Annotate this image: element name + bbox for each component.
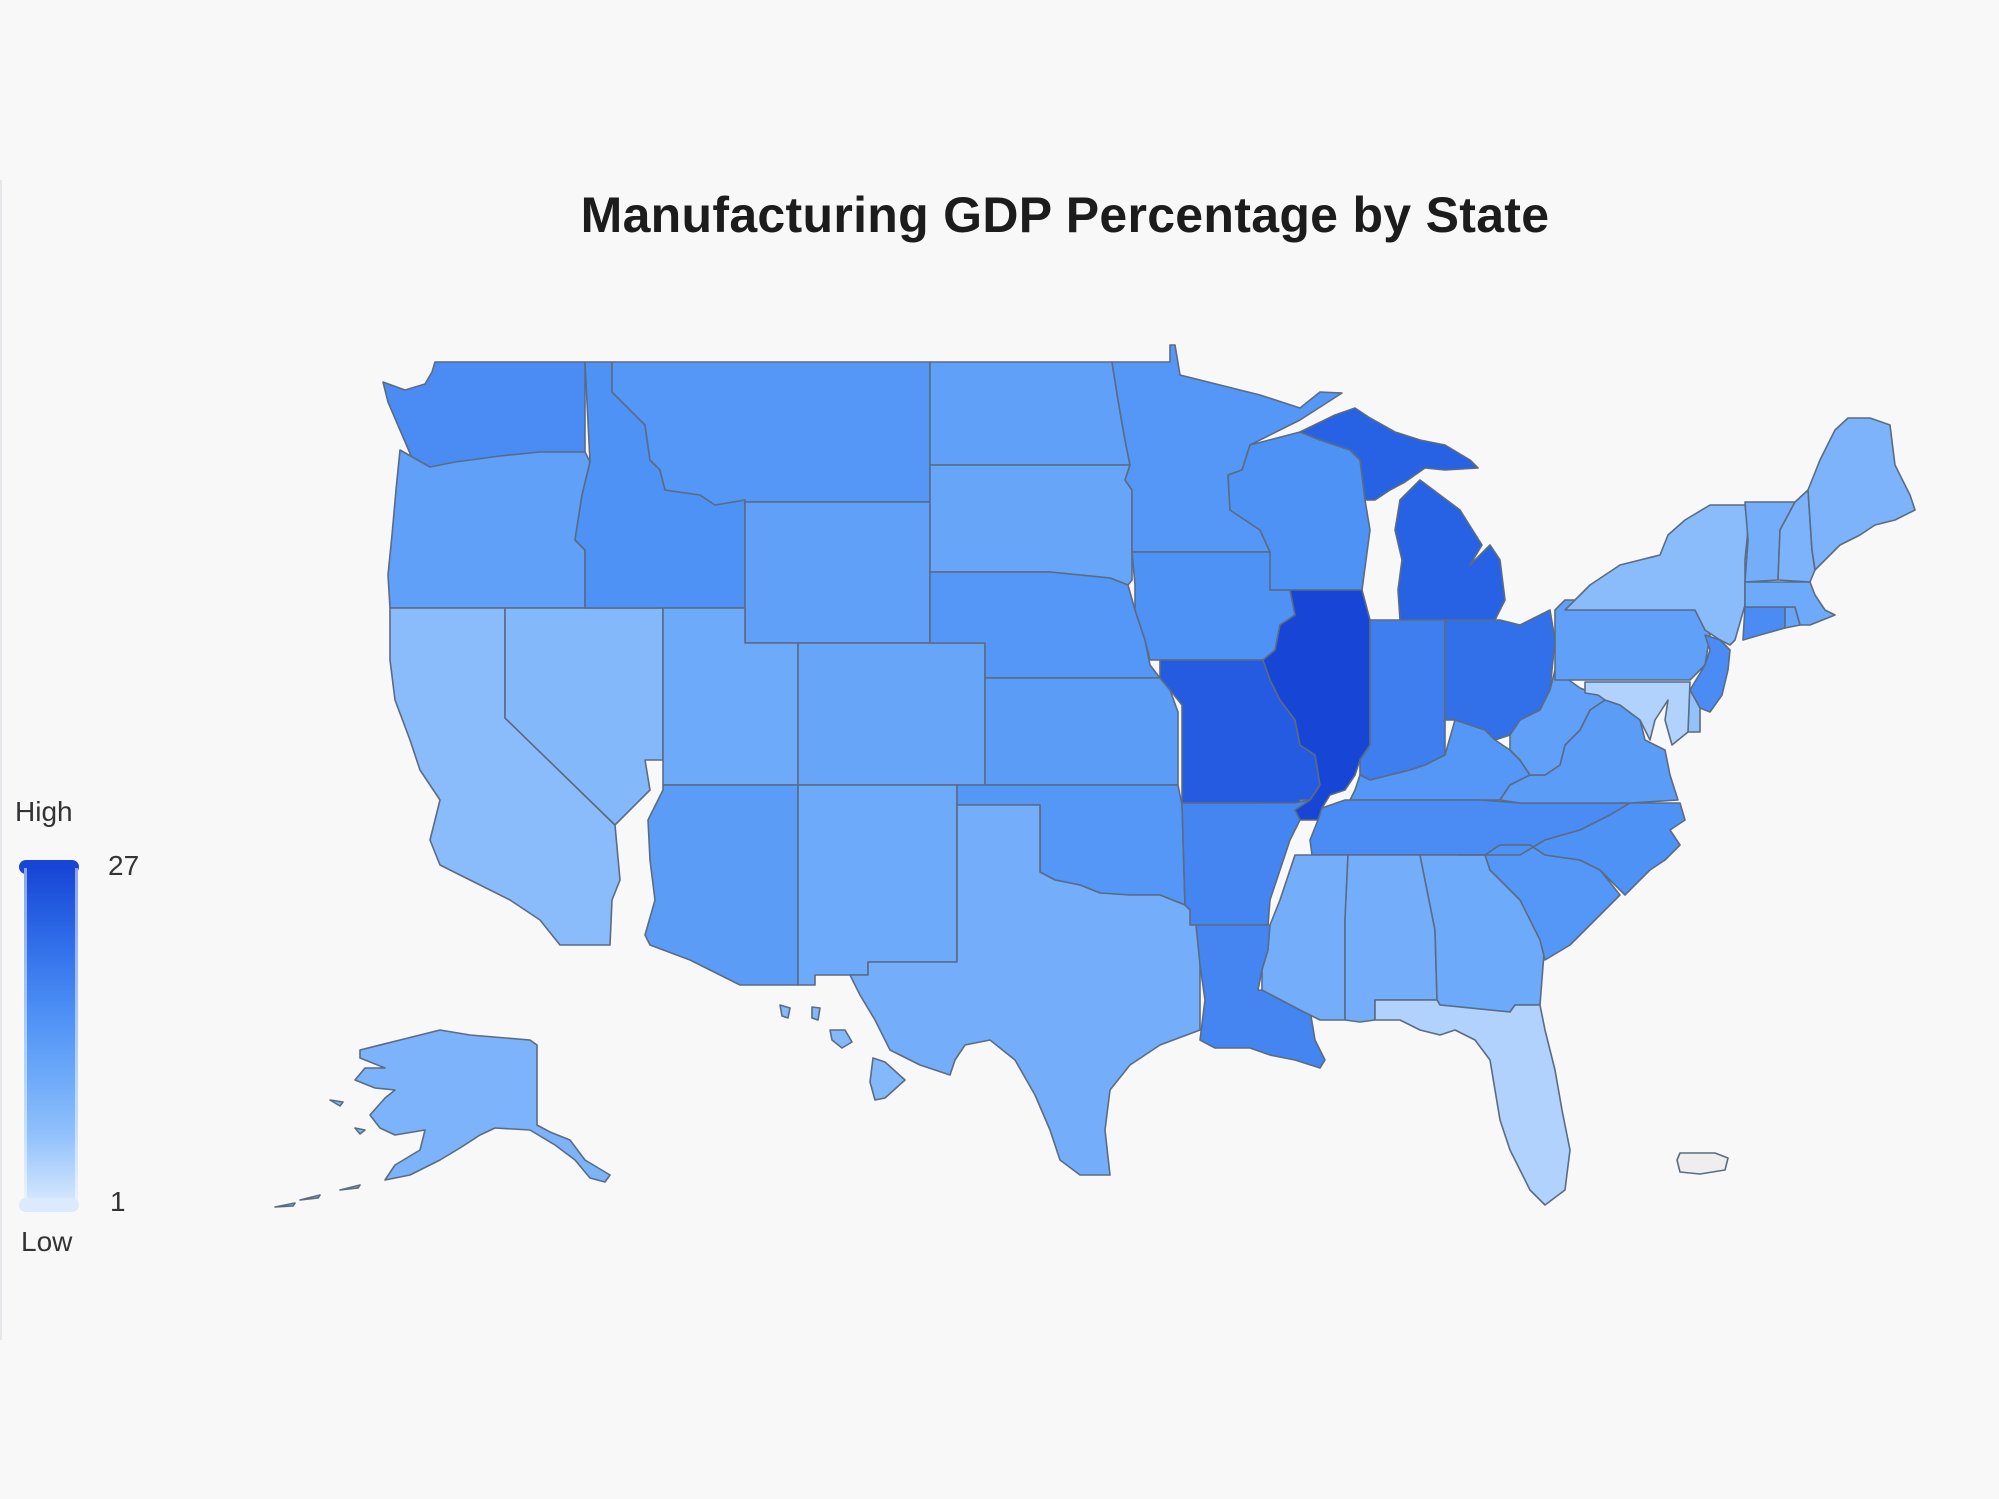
state-TX[interactable]: Texas: 10 <box>849 804 1201 1176</box>
state-NJ[interactable]: New Jersey: 17 <box>1689 634 1731 713</box>
legend-high-label: High <box>15 796 73 827</box>
visual-map-legend: High 27 1 Low <box>0 790 200 1270</box>
state-KS[interactable]: Kansas: 14 <box>984 677 1179 786</box>
state-SD[interactable]: South Dakota: 12 <box>929 464 1133 586</box>
state-MA[interactable]: Massachusetts: 11 <box>1744 581 1836 626</box>
state-WY[interactable]: Wyoming: 13 <box>744 501 931 644</box>
legend-min-handle[interactable] <box>19 1198 79 1212</box>
state-ND[interactable]: North Dakota: 13 <box>929 361 1131 466</box>
state-WV[interactable]: West Virginia: 13 <box>1509 669 1621 776</box>
legend-max-value: 27 <box>108 850 140 881</box>
chart-title: Manufacturing GDP Percentage by State <box>580 187 1550 243</box>
state-ME[interactable]: Maine: 9 <box>1807 417 1916 571</box>
frame-divider <box>0 180 2 1340</box>
state-AK[interactable]: Alaska: 9 <box>354 1029 611 1183</box>
state-PA[interactable]: Pennsylvania: 13 <box>1554 599 1711 681</box>
state-CO[interactable]: Colorado: 12 <box>797 642 986 786</box>
state-AZ[interactable]: Arizona: 14 <box>644 784 799 986</box>
state-NC[interactable]: North Carolina: 16 <box>1457 802 1686 896</box>
legend-low-label: Low <box>21 1226 73 1257</box>
state-CT[interactable]: Connecticut: 17 <box>1742 606 1786 641</box>
state-AR[interactable]: Arkansas: 18 <box>1181 799 1311 926</box>
legend-min-value: 1 <box>110 1186 126 1217</box>
state-FL[interactable]: Florida: 4 <box>1374 999 1571 1206</box>
state-AK-islands: Alaska: 9 <box>274 1099 366 1208</box>
legend-gradient-bar[interactable] <box>24 868 78 1208</box>
state-IN[interactable]: Indiana: 19 <box>1359 619 1446 781</box>
state-NM[interactable]: New Mexico: 11 <box>797 784 958 986</box>
state-MI[interactable]: Michigan: 23 <box>1299 407 1506 621</box>
state-AL[interactable]: Alabama: 10 <box>1344 854 1438 1023</box>
state-HI[interactable]: Hawaii: 8 <box>779 1004 906 1101</box>
state-OR[interactable]: Oregon: 13 <box>387 449 591 609</box>
territory-PR[interactable]: Puerto Rico <box>1676 1152 1729 1175</box>
state-MD[interactable]: Maryland: 4 <box>1584 681 1691 746</box>
